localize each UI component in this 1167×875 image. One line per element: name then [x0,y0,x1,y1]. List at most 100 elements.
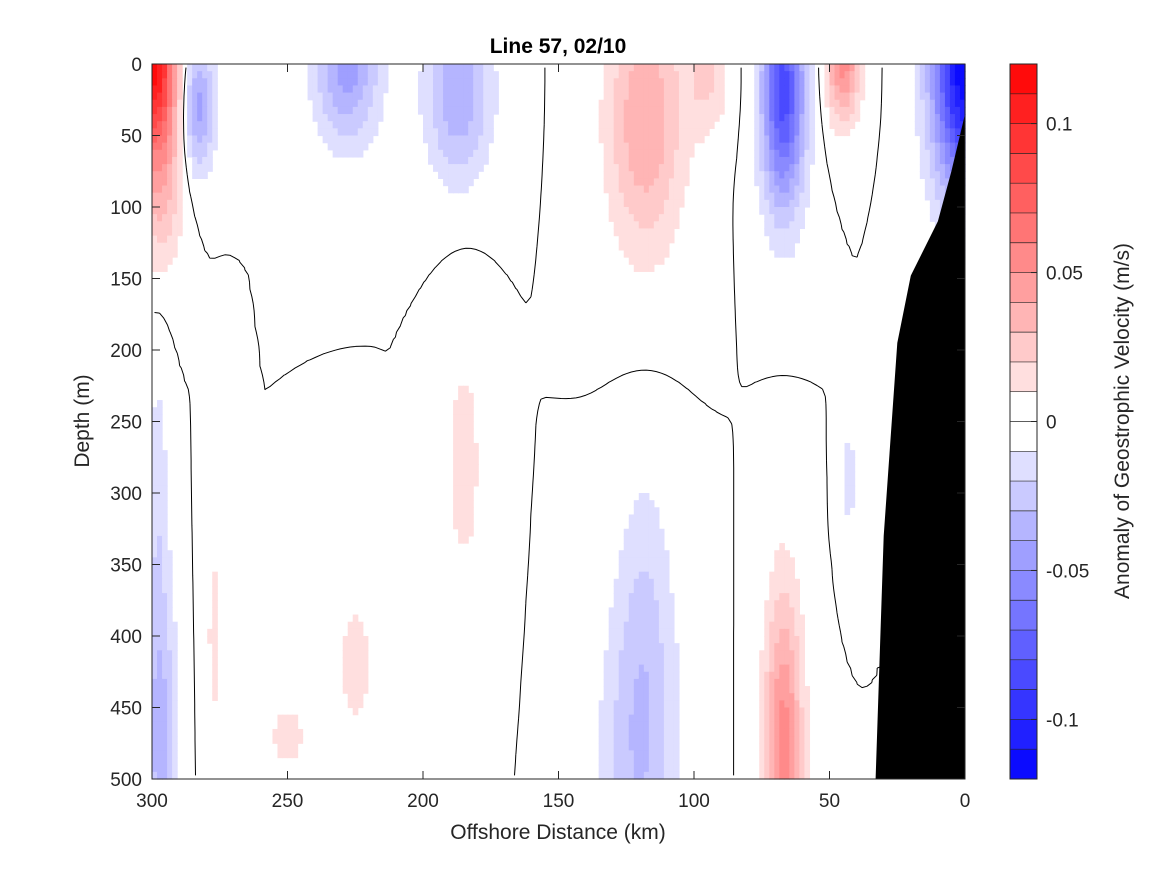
contour-cell [799,214,806,222]
contour-cell [327,114,334,122]
contour-cell [774,235,780,244]
contour-cell [162,257,168,265]
contour-cell [764,707,770,716]
contour-cell [648,564,655,573]
contour-cell [628,185,635,194]
contour-cell [648,678,655,687]
contour-cell [332,71,339,79]
contour-cell [854,71,861,79]
contour-cell [643,585,650,594]
contour-cell [152,507,158,516]
contour-cell [152,457,158,465]
contour-cell [944,178,951,187]
contour-cell [924,135,931,144]
contour-cell [167,771,173,780]
contour-cell [327,64,334,72]
contour-cell [648,199,655,208]
contour-cell [759,650,765,659]
contour-cell [799,92,806,101]
contour-cell [633,500,640,508]
contour-cell [357,128,364,137]
contour-cell [162,149,168,158]
contour-cell [172,707,178,716]
contour-cell [678,199,685,208]
contour-cell [608,128,615,137]
contour-cell [197,106,203,115]
contour-cell [678,121,685,129]
contour-cell [779,85,785,94]
contour-cell [618,235,625,244]
colorbar-segment [1010,361,1037,393]
contour-cell [162,650,168,659]
contour-cell [779,199,785,208]
contour-cell [653,114,660,122]
contour-cell [643,757,650,766]
contour-cell [844,500,851,508]
contour-cell [653,771,660,780]
contour-cell [618,650,625,659]
contour-cell [167,743,173,751]
contour-cell [764,85,770,94]
contour-cell [789,600,795,608]
contour-cell [944,171,951,179]
contour-cell [673,85,680,94]
contour-cell [673,128,680,137]
contour-cell [463,164,469,172]
contour-cell [804,135,811,144]
contour-cell [172,728,178,737]
contour-cell [152,428,158,437]
contour-cell [287,736,294,744]
contour-cell [618,199,625,208]
contour-cell [417,92,424,101]
contour-cell [623,156,630,165]
contour-cell [829,99,836,108]
contour-cell [709,106,715,115]
contour-cell [332,64,339,72]
contour-cell [157,106,163,115]
contour-cell [157,628,163,637]
contour-cell [839,99,846,108]
contour-cell [769,128,775,137]
contour-cell [779,221,785,230]
contour-cell [799,736,806,744]
contour-cell [668,736,675,744]
contour-cell [623,535,630,544]
contour-cell [643,721,650,730]
contour-cell [448,164,454,172]
contour-cell [357,678,364,687]
contour-cell [177,156,183,165]
contour-cell [628,99,635,108]
contour-cell [317,78,324,87]
contour-cell [212,621,218,630]
contour-cell [789,207,795,215]
contour-cell [683,92,690,101]
contour-cell [638,671,645,680]
contour-cell [804,721,811,730]
contour-cell [854,92,861,101]
contour-cell [859,64,866,72]
contour-cell [327,78,334,87]
contour-cell [342,78,349,87]
contour-cell [623,85,630,94]
contour-cell [854,106,861,115]
contour-cell [608,85,615,94]
contour-cell [934,156,941,165]
contour-cell [643,693,650,701]
contour-cell [172,757,178,766]
contour-cell [924,128,931,137]
contour-cell [638,614,645,623]
contour-cell [463,514,469,523]
contour-cell [638,543,645,551]
contour-cell [152,571,158,580]
contour-cell [678,156,685,165]
contour-cell [643,507,650,516]
contour-cell [458,450,464,458]
contour-cell [458,106,464,115]
contour-cell [774,593,780,601]
contour-cell [162,457,168,465]
contour-cell [448,171,454,179]
contour-cell [473,121,479,129]
contour-cell [658,743,665,751]
contour-cell [668,628,675,637]
contour-cell [854,78,861,87]
